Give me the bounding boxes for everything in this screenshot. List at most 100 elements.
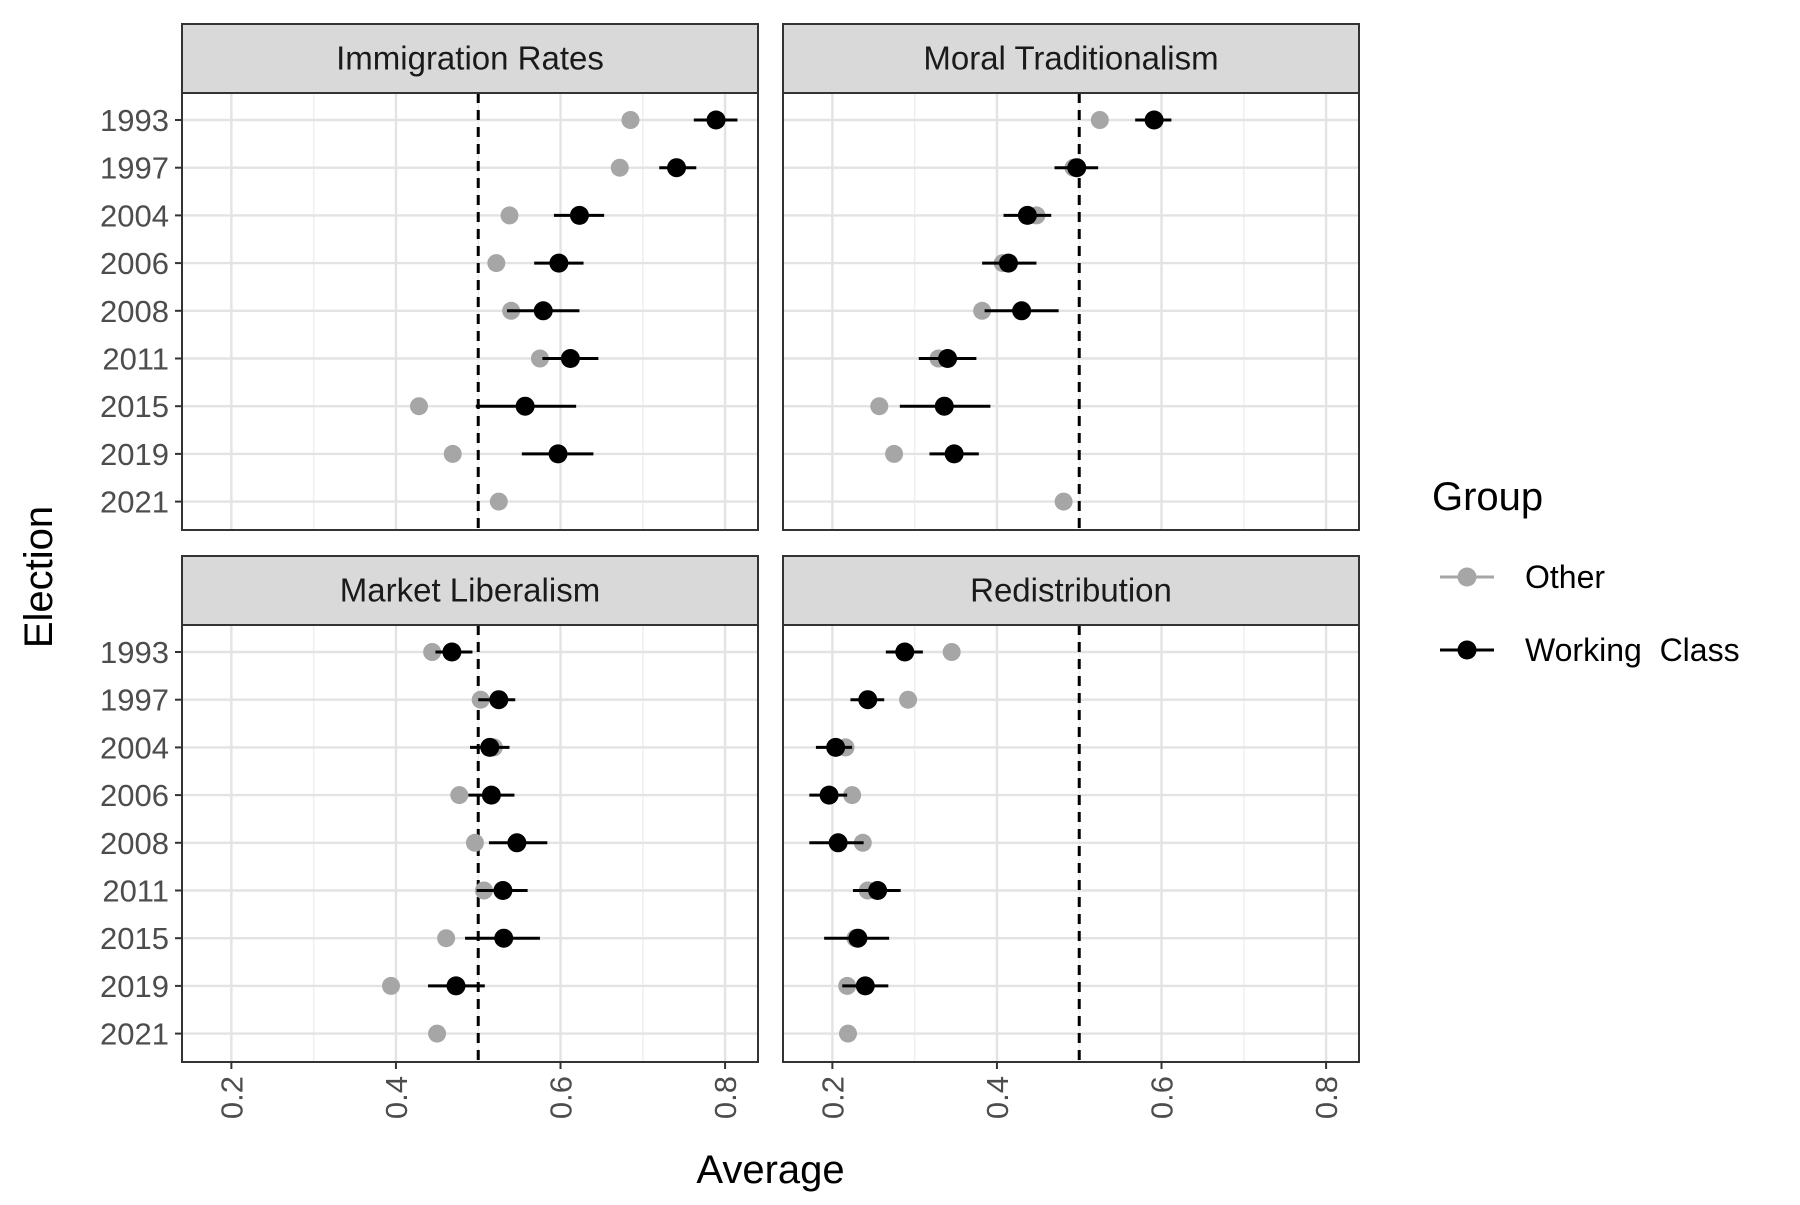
legend: Group Other Working Class (1432, 475, 1740, 668)
point-working-class-2011 (938, 349, 958, 368)
y-tick-label: 1997 (100, 683, 169, 718)
y-tick-label: 1993 (100, 635, 169, 670)
point-working-class-1993 (442, 642, 462, 662)
y-tick-label: 2004 (100, 198, 169, 233)
panel-redistribution: Redistribution 0.2 0.4 0.6 0.8 (782, 555, 1360, 1119)
y-tick-label: 1993 (100, 103, 169, 138)
point-other-2006 (487, 254, 506, 273)
point-working-class-1997 (667, 158, 687, 178)
point-other-2006 (450, 786, 469, 805)
point-working-class-2015 (494, 928, 514, 948)
point-working-class-2019 (548, 444, 568, 464)
x-tick-label: 0.2 (815, 1076, 850, 1119)
point-working-class-2011 (560, 349, 580, 368)
y-tick-label: 2011 (102, 342, 169, 377)
point-other-2006 (843, 786, 862, 805)
point-working-class-2015 (848, 928, 868, 948)
point-working-class-2008 (533, 301, 553, 321)
legend-key-point-other (1457, 567, 1477, 587)
y-tick-label: 2006 (100, 778, 169, 813)
strip-title: Market Liberalism (340, 572, 600, 609)
y-tick-label: 2011 (102, 874, 169, 909)
y-tick-label: 2021 (100, 1017, 169, 1052)
point-other-2008 (465, 833, 484, 852)
point-other-1997 (610, 158, 629, 177)
point-other-2004 (500, 206, 519, 225)
point-working-class-1993 (1144, 110, 1164, 130)
point-other-1993 (621, 111, 640, 129)
point-working-class-2006 (819, 785, 839, 805)
strip-title: Redistribution (970, 572, 1172, 609)
x-tick-label: 0.4 (980, 1076, 1015, 1119)
panel-market-liberalism: Market Liberalism 1993 1997 2004 2006 2008 201… (100, 555, 759, 1119)
point-other-2015 (409, 397, 428, 416)
strip-title: Moral Traditionalism (923, 40, 1218, 77)
legend-key-point-working-class (1457, 640, 1477, 660)
legend-title: Group (1432, 475, 1543, 519)
y-tick-label: 2015 (100, 921, 169, 956)
point-working-class-2004 (826, 737, 846, 757)
point-other-2021 (428, 1024, 447, 1043)
x-axis-title: Average (696, 1148, 844, 1192)
point-other-2015 (437, 929, 456, 948)
point-working-class-2006 (998, 253, 1018, 273)
point-other-1993 (942, 643, 961, 661)
legend-label-working-class: Working Class (1525, 632, 1740, 668)
x-tick-label: 0.2 (214, 1076, 249, 1119)
point-other-2019 (885, 444, 904, 463)
point-working-class-2004 (569, 205, 589, 225)
point-working-class-2019 (855, 976, 875, 996)
y-tick-label: 1997 (100, 151, 169, 186)
x-tick-label: 0.8 (708, 1076, 743, 1119)
y-axis-title: Election (17, 506, 61, 648)
point-other-2021 (489, 492, 508, 511)
point-other-2021 (839, 1024, 858, 1043)
x-tick-label: 0.4 (379, 1076, 414, 1119)
point-working-class-2015 (934, 396, 954, 416)
point-other-2021 (1054, 492, 1073, 511)
y-tick-label: 2021 (100, 485, 169, 520)
y-tick-label: 2006 (100, 246, 169, 281)
x-tick-label: 0.8 (1309, 1076, 1344, 1119)
y-tick-label: 2008 (100, 826, 169, 861)
point-other-2011 (530, 349, 549, 368)
point-other-2015 (870, 397, 889, 416)
point-other-2019 (382, 976, 401, 995)
point-working-class-1997 (1067, 158, 1087, 178)
y-tick-label: 2019 (100, 437, 169, 472)
point-working-class-2011 (868, 881, 888, 900)
strip-background (181, 555, 759, 626)
point-other-2019 (443, 444, 462, 463)
y-tick-label: 2015 (100, 389, 169, 424)
y-tick-label: 2004 (100, 730, 169, 765)
panel-immigration-rates: Immigration Rates 1993 1997 2004 2006 2008 201… (100, 23, 759, 531)
x-tick-label: 0.6 (1145, 1076, 1180, 1119)
point-working-class-2008 (507, 833, 527, 853)
point-working-class-2011 (493, 881, 513, 900)
point-working-class-1993 (706, 110, 726, 130)
point-working-class-1997 (489, 690, 509, 710)
point-working-class-2019 (944, 444, 964, 464)
strip-background (782, 555, 1360, 626)
point-working-class-2008 (1012, 301, 1032, 321)
point-other-1993 (1090, 111, 1109, 129)
legend-label-other: Other (1525, 559, 1605, 595)
point-working-class-2004 (1017, 205, 1037, 225)
strip-title: Immigration Rates (336, 40, 604, 77)
y-tick-label: 2008 (100, 294, 169, 329)
point-other-1997 (899, 690, 918, 709)
strip-background (181, 23, 759, 94)
point-other-1993 (423, 643, 442, 661)
y-tick-label: 2019 (100, 969, 169, 1004)
point-working-class-1997 (858, 690, 878, 710)
point-working-class-2015 (515, 396, 535, 416)
point-working-class-2004 (480, 737, 500, 757)
x-tick-label: 0.6 (544, 1076, 579, 1119)
point-other-2008 (973, 301, 992, 320)
point-working-class-2019 (446, 976, 466, 996)
point-working-class-2008 (828, 833, 848, 853)
strip-background (782, 23, 1360, 94)
point-working-class-1993 (895, 642, 915, 662)
